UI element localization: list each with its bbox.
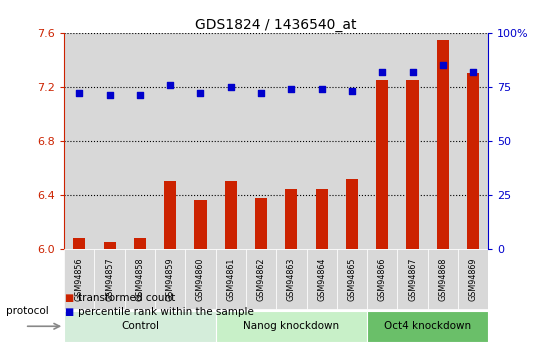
Bar bbox=[427, 249, 458, 309]
Point bbox=[378, 69, 387, 75]
Bar bbox=[215, 249, 246, 309]
Point bbox=[196, 90, 205, 96]
Bar bbox=[255, 198, 267, 249]
Bar bbox=[367, 33, 397, 249]
Bar bbox=[406, 80, 418, 249]
Point bbox=[317, 86, 326, 92]
Bar bbox=[64, 33, 94, 249]
Bar bbox=[306, 249, 337, 309]
Bar bbox=[215, 33, 246, 249]
Text: GSM94856: GSM94856 bbox=[75, 257, 84, 301]
Point bbox=[469, 69, 478, 75]
Point bbox=[166, 82, 175, 87]
Point bbox=[75, 90, 84, 96]
Bar bbox=[215, 311, 367, 342]
Text: protocol: protocol bbox=[6, 306, 49, 316]
Bar bbox=[397, 33, 427, 249]
Text: ■: ■ bbox=[64, 294, 74, 303]
Point bbox=[348, 88, 357, 94]
Text: GSM94863: GSM94863 bbox=[287, 257, 296, 301]
Bar bbox=[64, 311, 215, 342]
Text: GSM94859: GSM94859 bbox=[166, 257, 175, 301]
Point bbox=[287, 86, 296, 92]
Bar bbox=[458, 33, 488, 249]
Text: GSM94862: GSM94862 bbox=[257, 257, 266, 301]
Bar bbox=[94, 33, 125, 249]
Point bbox=[136, 93, 145, 98]
Bar bbox=[246, 249, 276, 309]
Text: transformed count: transformed count bbox=[78, 294, 175, 303]
Bar bbox=[225, 181, 237, 249]
Bar bbox=[285, 189, 297, 249]
Point bbox=[105, 93, 114, 98]
Text: GSM94858: GSM94858 bbox=[136, 257, 145, 301]
Text: GSM94864: GSM94864 bbox=[317, 257, 326, 301]
Point bbox=[227, 84, 235, 90]
Bar bbox=[346, 179, 358, 249]
Bar bbox=[367, 249, 397, 309]
Text: GSM94857: GSM94857 bbox=[105, 257, 114, 301]
Text: Nanog knockdown: Nanog knockdown bbox=[243, 321, 339, 331]
Bar bbox=[246, 33, 276, 249]
Bar bbox=[376, 80, 388, 249]
Bar bbox=[73, 238, 85, 249]
Bar bbox=[427, 33, 458, 249]
Bar bbox=[94, 249, 125, 309]
Text: GSM94867: GSM94867 bbox=[408, 257, 417, 301]
Text: GSM94865: GSM94865 bbox=[348, 257, 357, 301]
Text: GSM94861: GSM94861 bbox=[227, 257, 235, 301]
Bar bbox=[337, 33, 367, 249]
Text: GSM94869: GSM94869 bbox=[469, 257, 478, 301]
Text: percentile rank within the sample: percentile rank within the sample bbox=[78, 307, 254, 317]
Bar bbox=[194, 200, 206, 249]
Bar bbox=[125, 249, 155, 309]
Text: ■: ■ bbox=[64, 307, 74, 317]
Bar bbox=[458, 249, 488, 309]
Bar bbox=[276, 249, 306, 309]
Bar bbox=[467, 73, 479, 249]
Bar bbox=[316, 189, 328, 249]
Bar bbox=[134, 238, 146, 249]
Title: GDS1824 / 1436540_at: GDS1824 / 1436540_at bbox=[195, 18, 357, 32]
Bar bbox=[125, 33, 155, 249]
Bar bbox=[64, 249, 94, 309]
Point bbox=[257, 90, 266, 96]
Text: GSM94868: GSM94868 bbox=[439, 257, 448, 301]
Bar bbox=[306, 33, 337, 249]
Bar bbox=[185, 249, 215, 309]
Point bbox=[408, 69, 417, 75]
Text: Oct4 knockdown: Oct4 knockdown bbox=[384, 321, 471, 331]
Bar bbox=[185, 33, 215, 249]
Bar bbox=[367, 311, 488, 342]
Point bbox=[439, 62, 448, 68]
Bar bbox=[155, 249, 185, 309]
Text: GSM94866: GSM94866 bbox=[378, 257, 387, 301]
Bar bbox=[164, 181, 176, 249]
Bar bbox=[104, 242, 116, 249]
Bar bbox=[276, 33, 306, 249]
Text: GSM94860: GSM94860 bbox=[196, 257, 205, 301]
Bar bbox=[337, 249, 367, 309]
Bar bbox=[397, 249, 427, 309]
Bar bbox=[437, 40, 449, 249]
Text: Control: Control bbox=[121, 321, 159, 331]
Bar bbox=[155, 33, 185, 249]
